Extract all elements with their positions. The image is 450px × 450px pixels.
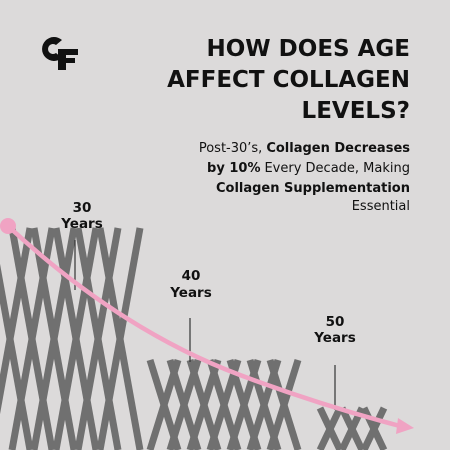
title-line: LEVELS?	[302, 98, 410, 124]
marker-label: 40	[182, 268, 201, 284]
subtitle-bold: Collagen Supplementation	[216, 181, 410, 196]
subtitle-line: Post-30’s, Collagen Decreases	[199, 141, 410, 156]
logo-c	[42, 37, 62, 61]
subtitle-text: Post-30’s,	[199, 141, 262, 156]
pattern-stripe	[52, 227, 100, 450]
marker-label: 30	[73, 200, 92, 216]
pattern-stripe	[316, 406, 344, 450]
pattern-stripe	[74, 227, 122, 450]
pattern-stripe	[0, 227, 34, 415]
subtitle-bold: by 10%	[207, 161, 260, 176]
lattice-pattern	[0, 227, 388, 450]
curve-start	[0, 218, 16, 234]
curve-arrow	[396, 418, 414, 434]
decline-curve	[6, 224, 401, 429]
pattern-stripe	[30, 227, 78, 450]
title-line: HOW DOES AGE	[207, 36, 411, 62]
pattern-stripe	[360, 406, 388, 450]
logo	[42, 37, 78, 70]
pattern-stripe	[8, 227, 56, 450]
subtitle-line: by 10% Every Decade, Making	[207, 161, 410, 176]
title-line: AFFECT COLLAGEN	[167, 67, 410, 93]
marker-label: Years	[313, 330, 356, 346]
subtitle-bold: Collagen Decreases	[266, 141, 410, 156]
subtitle-text: Every Decade, Making	[264, 161, 410, 176]
pattern-stripe	[96, 227, 144, 450]
marker-label: Years	[169, 285, 212, 301]
marker-label: 50	[326, 314, 345, 330]
pattern-stripe	[266, 358, 302, 450]
marker-label: Years	[60, 216, 103, 232]
logo-f	[58, 49, 78, 70]
subtitle-line: Essential	[352, 199, 410, 214]
